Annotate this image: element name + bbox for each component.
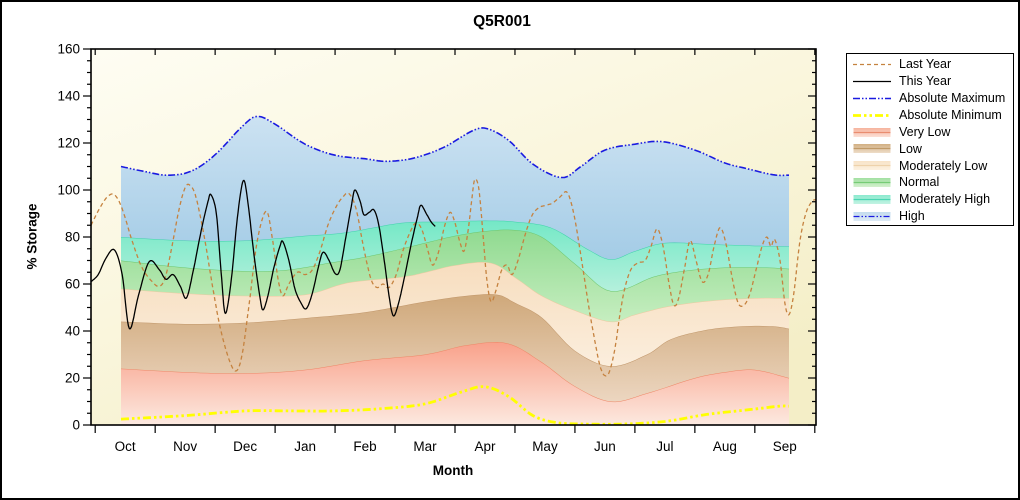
legend-label: Moderately Low — [899, 158, 988, 173]
y-axis-title: % Storage — [24, 203, 40, 270]
x-tick-label: Feb — [353, 439, 376, 454]
x-tick-label: Oct — [115, 439, 136, 454]
legend-label: Very Low — [899, 124, 951, 139]
legend-label: Low — [899, 141, 922, 156]
y-tick-label: 120 — [57, 136, 80, 151]
band-low — [121, 294, 789, 402]
x-tick-label: Apr — [474, 439, 496, 454]
legend-item-this-year: This Year — [852, 73, 1013, 90]
band-moderately-high — [121, 220, 789, 292]
legend-item-absolute-maximum: Absolute Maximum — [852, 90, 1013, 107]
legend-swatch-absolute-maximum — [853, 97, 891, 100]
x-tick-label: Aug — [713, 439, 737, 454]
x-tick-label: Jul — [656, 439, 673, 454]
y-tick-label: 140 — [57, 89, 80, 104]
legend-label: Absolute Maximum — [899, 90, 1006, 105]
chart-title: Q5R001 — [473, 13, 531, 30]
x-tick-label: Jun — [594, 439, 616, 454]
legend-label: Last Year — [899, 57, 952, 72]
x-tick-label: May — [532, 439, 558, 454]
legend-item-last-year: Last Year — [852, 56, 1013, 73]
legend-item-normal: Normal — [852, 174, 1013, 191]
line-absolute-minimum — [120, 385, 789, 425]
legend-label: Absolute Minimum — [899, 107, 1002, 122]
band-very-low — [121, 342, 789, 425]
y-tick-label: 60 — [65, 277, 80, 292]
legend-item-high: High — [852, 208, 1013, 225]
x-tick-label: Dec — [233, 439, 257, 454]
y-tick-label: 20 — [65, 371, 80, 386]
band-moderately-low — [121, 262, 789, 367]
legend-swatch-moderately-high — [853, 195, 891, 205]
legend-box: Last Year This Year Absolute Maximum Absolu… — [846, 53, 1014, 226]
x-tick-label: Mar — [413, 439, 437, 454]
y-tick-label: 100 — [57, 183, 80, 198]
legend-item-very-low: Very Low — [852, 124, 1013, 141]
legend-label: Normal — [899, 175, 940, 190]
series-this-year — [91, 179, 436, 330]
x-tick-label: Nov — [173, 439, 197, 454]
y-tick-label: 80 — [65, 230, 80, 245]
y-tick-label: 0 — [72, 418, 80, 433]
legend-label: Moderately High — [899, 192, 991, 207]
series-last-year — [91, 178, 816, 377]
legend-item-moderately-low: Moderately Low — [852, 157, 1013, 174]
legend-item-absolute-minimum: Absolute Minimum — [852, 107, 1013, 124]
x-tick-label: Sep — [773, 439, 797, 454]
legend-swatch-this-year — [853, 80, 891, 82]
legend-item-low: Low — [852, 140, 1013, 157]
band-normal — [121, 229, 789, 322]
legend-swatch-normal — [853, 178, 891, 188]
legend-swatch-very-low — [853, 127, 891, 137]
y-tick-label: 40 — [65, 324, 80, 339]
legend-swatch-last-year — [853, 63, 891, 66]
legend-label: This Year — [899, 74, 952, 89]
legend-swatch-moderately-low — [853, 161, 891, 171]
x-tick-label: Jan — [294, 439, 316, 454]
legend-swatch-low — [853, 144, 891, 154]
legend-swatch-high — [853, 211, 891, 221]
legend-label: High — [899, 209, 925, 224]
y-tick-label: 160 — [57, 42, 80, 57]
x-axis-title: Month — [432, 463, 474, 478]
legend-item-moderately-high: Moderately High — [852, 191, 1013, 208]
band-high — [121, 116, 789, 260]
legend-swatch-absolute-minimum — [853, 113, 891, 117]
